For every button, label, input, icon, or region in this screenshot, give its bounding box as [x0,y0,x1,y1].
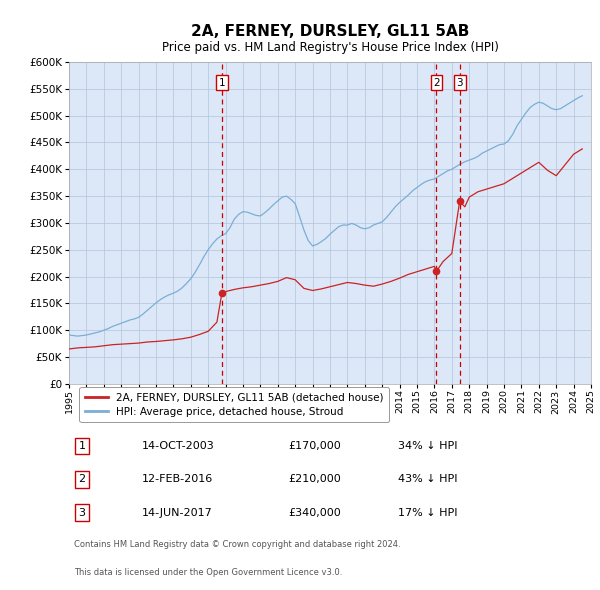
Text: £340,000: £340,000 [288,507,341,517]
Text: 3: 3 [457,78,463,88]
Text: £210,000: £210,000 [288,474,341,484]
Legend: 2A, FERNEY, DURSLEY, GL11 5AB (detached house), HPI: Average price, detached hou: 2A, FERNEY, DURSLEY, GL11 5AB (detached … [79,387,389,422]
Text: £170,000: £170,000 [288,441,341,451]
Text: 17% ↓ HPI: 17% ↓ HPI [398,507,457,517]
Text: 43% ↓ HPI: 43% ↓ HPI [398,474,457,484]
Text: 3: 3 [79,507,86,517]
Text: 14-JUN-2017: 14-JUN-2017 [142,507,213,517]
Text: 1: 1 [79,441,86,451]
Text: 2: 2 [433,78,440,88]
Text: This data is licensed under the Open Government Licence v3.0.: This data is licensed under the Open Gov… [74,568,343,577]
Text: 12-FEB-2016: 12-FEB-2016 [142,474,214,484]
Text: Contains HM Land Registry data © Crown copyright and database right 2024.: Contains HM Land Registry data © Crown c… [74,540,401,549]
Text: 34% ↓ HPI: 34% ↓ HPI [398,441,457,451]
Text: 2: 2 [79,474,86,484]
Text: 1: 1 [218,78,225,88]
Text: Price paid vs. HM Land Registry's House Price Index (HPI): Price paid vs. HM Land Registry's House … [161,41,499,54]
Text: 2A, FERNEY, DURSLEY, GL11 5AB: 2A, FERNEY, DURSLEY, GL11 5AB [191,24,469,38]
Text: 14-OCT-2003: 14-OCT-2003 [142,441,215,451]
